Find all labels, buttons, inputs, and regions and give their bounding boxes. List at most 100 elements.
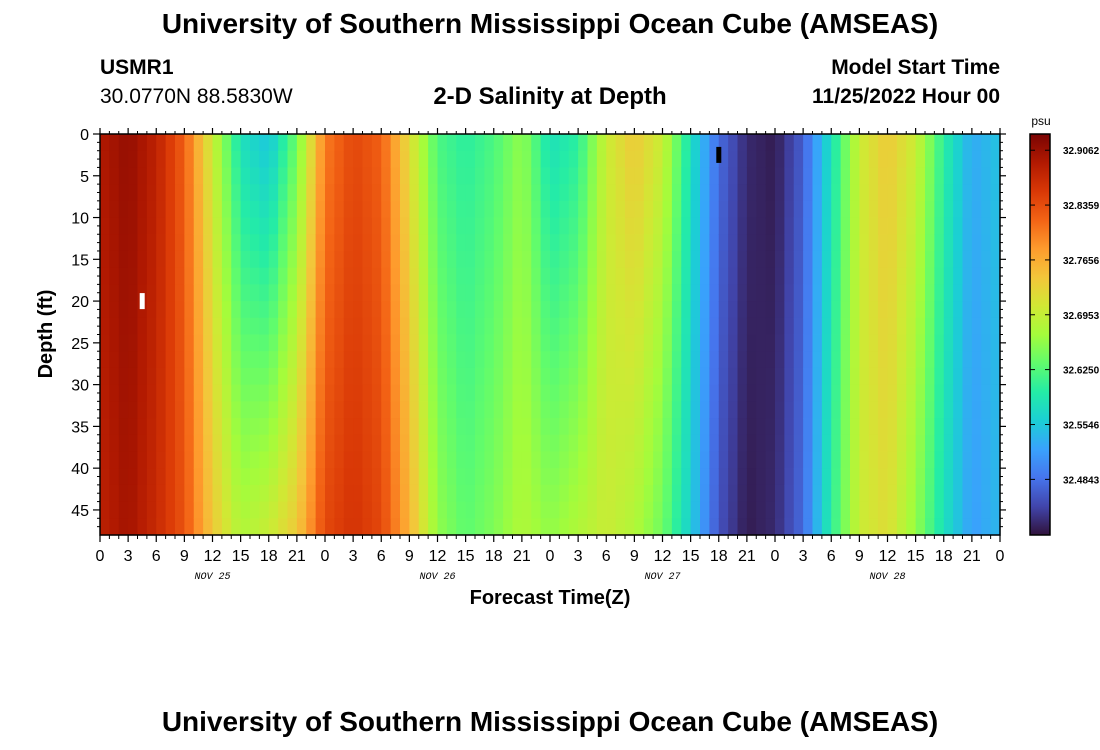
heatmap-cell: [278, 468, 289, 486]
heatmap-cell: [428, 351, 439, 369]
heatmap-cell: [268, 317, 279, 336]
heatmap-cell: [662, 451, 673, 469]
heatmap-cell: [418, 434, 429, 453]
heatmap-cell: [334, 234, 345, 252]
heatmap-cell: [371, 301, 382, 319]
heatmap-cell: [381, 451, 392, 469]
heatmap-cell: [765, 434, 776, 453]
heatmap-cell: [306, 468, 317, 486]
heatmap-cell: [587, 167, 598, 185]
heatmap-cell: [381, 301, 392, 319]
heatmap-cell: [943, 418, 954, 436]
heatmap-cell: [221, 317, 232, 336]
heatmap-cell: [390, 367, 401, 386]
heatmap-cell: [709, 217, 720, 235]
heatmap-cell: [746, 367, 757, 386]
heatmap-cell: [287, 501, 298, 519]
heatmap-cell: [306, 284, 317, 302]
heatmap-cell: [925, 501, 935, 519]
heatmap-cell: [887, 167, 898, 185]
heatmap-cell: [793, 418, 804, 436]
heatmap-cell: [428, 367, 439, 386]
heatmap-cell: [296, 468, 307, 486]
heatmap-cell: [137, 301, 148, 319]
heatmap-cell: [259, 217, 270, 235]
heatmap-cell: [803, 250, 814, 269]
heatmap-cell: [353, 468, 364, 486]
heatmap-cell: [428, 418, 439, 436]
heatmap-cell: [662, 401, 673, 419]
heatmap-cell: [418, 367, 429, 386]
heatmap-cell: [493, 518, 504, 536]
heatmap-cell: [709, 167, 720, 185]
heatmap-cell: [175, 184, 185, 202]
heatmap-cell: [906, 317, 917, 336]
heatmap-cell: [765, 334, 776, 352]
heatmap-cell: [259, 518, 270, 536]
heatmap-cell: [962, 418, 973, 436]
heatmap-cell: [653, 317, 664, 336]
heatmap-cell: [756, 217, 767, 235]
heatmap-cell: [578, 134, 589, 152]
heatmap-cell: [325, 451, 335, 469]
heatmap-cell: [456, 484, 467, 503]
heatmap-cell: [203, 150, 214, 169]
heatmap-cell: [587, 200, 598, 219]
heatmap-cell: [240, 250, 251, 269]
heatmap-cell: [887, 184, 898, 202]
heatmap-cell: [465, 317, 476, 336]
heatmap-cell: [700, 518, 710, 536]
heatmap-cell: [878, 284, 889, 302]
heatmap-cell: [428, 301, 439, 319]
heatmap-cell: [625, 267, 635, 285]
heatmap-cell: [118, 184, 129, 202]
heatmap-cell: [578, 217, 589, 235]
heatmap-cell: [203, 418, 214, 436]
heatmap-cell: [100, 217, 110, 235]
heatmap-cell: [475, 250, 485, 269]
heatmap-cell: [737, 484, 748, 503]
heatmap-cell: [231, 484, 242, 503]
heatmap-cell: [906, 167, 917, 185]
heatmap-cell: [334, 200, 345, 219]
heatmap-cell: [643, 384, 654, 402]
heatmap-cell: [484, 250, 495, 269]
heatmap-cell: [221, 167, 232, 185]
heatmap-cell: [943, 267, 954, 285]
heatmap-cell: [475, 267, 485, 285]
heatmap-cell: [746, 501, 757, 519]
heatmap-cell: [118, 434, 129, 453]
heatmap-cell: [428, 267, 439, 285]
heatmap-cell: [475, 518, 485, 536]
heatmap-cell: [934, 367, 945, 386]
heatmap-cell: [503, 284, 514, 302]
heatmap-cell: [606, 351, 617, 369]
heatmap-cell: [953, 384, 964, 402]
heatmap-cell: [118, 317, 129, 336]
heatmap-cell: [784, 267, 795, 285]
heatmap-cell: [325, 317, 335, 336]
heatmap-cell: [784, 284, 795, 302]
heatmap-cell: [203, 234, 214, 252]
heatmap-cell: [925, 384, 935, 402]
heatmap-cell: [109, 284, 120, 302]
heatmap-cell: [512, 250, 523, 269]
heatmap-cell: [325, 501, 335, 519]
heatmap-cell: [662, 184, 673, 202]
heatmap-cell: [934, 134, 945, 152]
heatmap-cell: [840, 317, 851, 336]
heatmap-cell: [765, 167, 776, 185]
heatmap-cell: [278, 250, 289, 269]
heatmap-cell: [625, 217, 635, 235]
heatmap-cell: [662, 284, 673, 302]
y-axis-label: Depth (ft): [35, 290, 57, 379]
heatmap-cell: [362, 184, 373, 202]
heatmap-cell: [887, 200, 898, 219]
heatmap-cell: [596, 401, 607, 419]
heatmap-cell: [625, 200, 635, 219]
heatmap-cell: [100, 317, 110, 336]
heatmap-cell: [221, 184, 232, 202]
heatmap-cell: [784, 401, 795, 419]
heatmap-cell: [156, 451, 167, 469]
